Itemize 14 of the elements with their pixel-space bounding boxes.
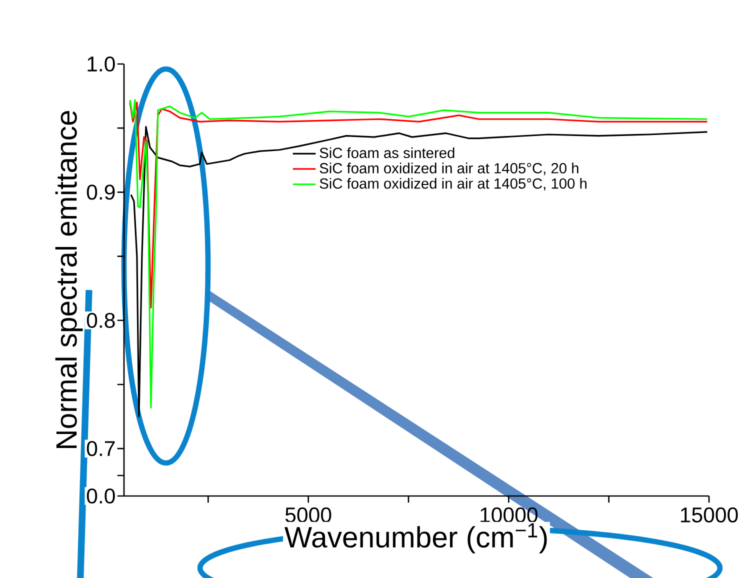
y-axis-title: Normal spectral emittance [55, 111, 83, 448]
x-axis-title: Wavenumber (cm$^{−1}$) [284, 523, 547, 554]
x-tick-label: 5000 [285, 507, 332, 522]
y-tick-label: 0.7 [86, 441, 115, 456]
text: 0.0 [86, 488, 115, 504]
x-tick-label: 10000 [480, 507, 538, 522]
legend-label: SiC foam oxidized in air at 1405°C, 100 h [320, 178, 586, 190]
y-tick-label: 1.0 [88, 56, 115, 72]
y-tick-label: 0.8 [86, 312, 115, 328]
line-series [129, 102, 708, 308]
x-tick-label: 15000 [680, 507, 738, 522]
legend-label: SiC foam as sintered [320, 147, 454, 158]
legend-label: SiC foam oxidized in air at 1405°C, 20 h [320, 162, 578, 176]
y-tick-label: 0.9 [86, 184, 115, 200]
